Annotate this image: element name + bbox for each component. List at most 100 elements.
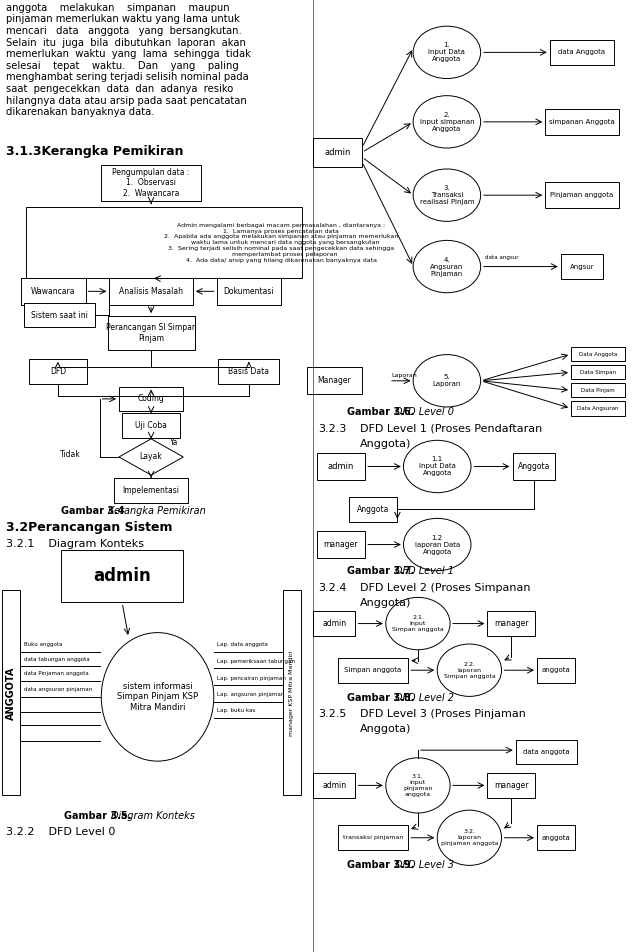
FancyBboxPatch shape bbox=[571, 347, 625, 362]
Text: 2.
Input simpanan
Anggota: 2. Input simpanan Anggota bbox=[420, 111, 474, 132]
FancyBboxPatch shape bbox=[122, 413, 180, 438]
FancyBboxPatch shape bbox=[217, 278, 281, 305]
Text: data Anggota: data Anggota bbox=[558, 50, 606, 55]
FancyBboxPatch shape bbox=[314, 611, 355, 637]
FancyBboxPatch shape bbox=[537, 658, 575, 683]
Text: anggota    melakukan    simpanan    maupun
pinjaman memerlukan waktu yang lama u: anggota melakukan simpanan maupun pinjam… bbox=[6, 3, 251, 117]
Text: Ya: Ya bbox=[170, 438, 179, 446]
FancyBboxPatch shape bbox=[516, 740, 577, 764]
Text: Anggota): Anggota) bbox=[360, 598, 412, 608]
Text: Gambar 3.7.: Gambar 3.7. bbox=[347, 566, 415, 577]
FancyBboxPatch shape bbox=[487, 773, 535, 798]
Ellipse shape bbox=[404, 440, 471, 493]
Text: Lap. data anggota: Lap. data anggota bbox=[217, 643, 268, 647]
Text: 3.1.3Kerangka Pemikiran: 3.1.3Kerangka Pemikiran bbox=[6, 145, 184, 158]
Text: ANGGOTA: ANGGOTA bbox=[6, 666, 16, 720]
Text: Lap. pencairan pinjaman: Lap. pencairan pinjaman bbox=[217, 676, 286, 681]
Text: Analisis Masalah: Analisis Masalah bbox=[119, 287, 183, 296]
Text: Angsur: Angsur bbox=[570, 264, 594, 269]
Ellipse shape bbox=[413, 241, 481, 293]
Ellipse shape bbox=[102, 632, 213, 762]
Text: Dokumentasi: Dokumentasi bbox=[224, 287, 274, 296]
Text: Gambar 3.5.: Gambar 3.5. bbox=[64, 811, 132, 822]
FancyBboxPatch shape bbox=[561, 253, 603, 280]
FancyBboxPatch shape bbox=[314, 773, 355, 798]
Text: DFD Level 0: DFD Level 0 bbox=[395, 407, 455, 417]
Polygon shape bbox=[119, 439, 183, 475]
FancyBboxPatch shape bbox=[314, 138, 361, 167]
Ellipse shape bbox=[413, 169, 481, 221]
FancyBboxPatch shape bbox=[61, 550, 183, 603]
Text: Gambar 3.6.: Gambar 3.6. bbox=[347, 407, 415, 417]
Text: 3.2Perancangan Sistem: 3.2Perancangan Sistem bbox=[6, 521, 173, 534]
FancyBboxPatch shape bbox=[537, 825, 575, 850]
Text: 3.2.
laporan
pinjaman anggota: 3.2. laporan pinjaman anggota bbox=[440, 829, 498, 846]
Text: Pengumpulan data :
1.  Observasi
2.  Wawancara: Pengumpulan data : 1. Observasi 2. Wawan… bbox=[113, 168, 190, 198]
Text: Gambar 3.9.: Gambar 3.9. bbox=[347, 860, 415, 870]
Text: Anggota: Anggota bbox=[357, 505, 389, 514]
Text: Data Angsuran: Data Angsuran bbox=[577, 406, 619, 411]
Text: transaksi pinjaman: transaksi pinjaman bbox=[343, 835, 403, 841]
FancyBboxPatch shape bbox=[114, 478, 188, 503]
FancyBboxPatch shape bbox=[283, 590, 301, 795]
Text: Data Simpan: Data Simpan bbox=[580, 369, 616, 375]
FancyBboxPatch shape bbox=[219, 359, 280, 384]
Text: Data Pinjam: Data Pinjam bbox=[581, 387, 615, 393]
Text: Impelementasi: Impelementasi bbox=[123, 486, 179, 495]
Text: Wawancara: Wawancara bbox=[31, 287, 76, 296]
Text: Data Anggota: Data Anggota bbox=[579, 351, 617, 357]
Text: anggota: anggota bbox=[542, 835, 570, 841]
Text: manager: manager bbox=[494, 781, 529, 790]
Text: data tabungan anggota: data tabungan anggota bbox=[24, 657, 89, 662]
Text: 3.2.4: 3.2.4 bbox=[318, 583, 347, 593]
Text: Manager: Manager bbox=[318, 376, 351, 386]
FancyBboxPatch shape bbox=[338, 825, 408, 850]
Text: manager KSP Mitra Mandiri: manager KSP Mitra Mandiri bbox=[289, 650, 294, 736]
Text: Basis Data: Basis Data bbox=[228, 367, 269, 376]
Text: sistem informasi
Simpan Pinjam KSP
Mitra Mandiri: sistem informasi Simpan Pinjam KSP Mitra… bbox=[117, 682, 198, 712]
FancyBboxPatch shape bbox=[107, 316, 194, 350]
Text: 3.2.2    DFD Level 0: 3.2.2 DFD Level 0 bbox=[6, 827, 116, 838]
Text: admin: admin bbox=[322, 619, 347, 628]
Text: simpanan Anggota: simpanan Anggota bbox=[549, 119, 615, 125]
Text: 3.
Transaksi
realisasi Pinjam: 3. Transaksi realisasi Pinjam bbox=[420, 185, 474, 206]
FancyBboxPatch shape bbox=[2, 590, 20, 795]
Text: 3.1.
input
pinjaman
anggota: 3.1. input pinjaman anggota bbox=[403, 774, 433, 797]
Text: Buku anggota: Buku anggota bbox=[24, 643, 62, 647]
Text: DFD Level 2 (Proses Simpanan: DFD Level 2 (Proses Simpanan bbox=[360, 583, 530, 593]
Text: DFD Level 2: DFD Level 2 bbox=[395, 693, 455, 704]
Text: data angsur: data angsur bbox=[485, 255, 519, 260]
Ellipse shape bbox=[413, 27, 481, 79]
Text: Uji Coba: Uji Coba bbox=[135, 421, 167, 430]
Text: DFD Level 1: DFD Level 1 bbox=[395, 566, 455, 577]
FancyBboxPatch shape bbox=[349, 497, 397, 522]
Text: Lap. buku kas: Lap. buku kas bbox=[217, 708, 256, 713]
Text: Laporan: Laporan bbox=[391, 373, 417, 378]
Text: 1.2
laporan Data
Anggota: 1.2 laporan Data Anggota bbox=[415, 534, 460, 555]
Text: Coding: Coding bbox=[138, 394, 165, 404]
Text: anggota: anggota bbox=[542, 667, 570, 673]
FancyBboxPatch shape bbox=[119, 387, 183, 411]
FancyBboxPatch shape bbox=[316, 453, 365, 480]
Text: Sistem saat ini: Sistem saat ini bbox=[32, 310, 88, 320]
FancyBboxPatch shape bbox=[545, 109, 619, 134]
Text: 5.
Laporan: 5. Laporan bbox=[433, 374, 461, 387]
Text: DFD: DFD bbox=[50, 367, 66, 376]
Text: data anggota: data anggota bbox=[523, 749, 570, 755]
Text: Lap. pemeriksaan tabungan: Lap. pemeriksaan tabungan bbox=[217, 659, 295, 664]
FancyBboxPatch shape bbox=[24, 303, 95, 327]
Text: 3.2.1    Diagram Konteks: 3.2.1 Diagram Konteks bbox=[6, 539, 145, 549]
FancyBboxPatch shape bbox=[307, 367, 361, 394]
Text: Perancangan SI Simpan
Pinjam: Perancangan SI Simpan Pinjam bbox=[105, 324, 197, 343]
FancyBboxPatch shape bbox=[101, 165, 201, 201]
Text: manager: manager bbox=[323, 540, 358, 549]
FancyBboxPatch shape bbox=[29, 359, 87, 384]
Text: Anggota: Anggota bbox=[518, 462, 550, 471]
Text: Gambar 3.4: Gambar 3.4 bbox=[61, 506, 125, 517]
Text: Anggota): Anggota) bbox=[360, 439, 412, 449]
Ellipse shape bbox=[413, 96, 481, 148]
Text: Lap. angsuran pinjaman: Lap. angsuran pinjaman bbox=[217, 692, 285, 697]
Text: DFD Level 1 (Proses Pendaftaran: DFD Level 1 (Proses Pendaftaran bbox=[360, 424, 542, 434]
Text: Layak: Layak bbox=[140, 452, 163, 462]
Ellipse shape bbox=[437, 645, 502, 697]
